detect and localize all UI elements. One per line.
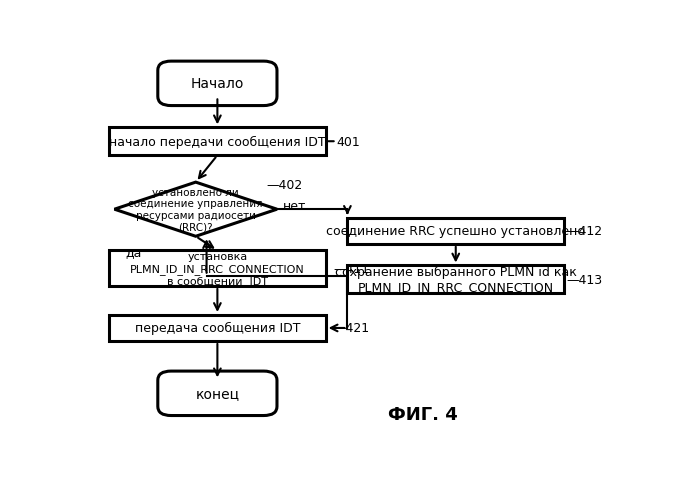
Text: —402: —402 (266, 178, 303, 191)
FancyBboxPatch shape (158, 371, 277, 416)
Text: установка
PLMN_ID_IN_RRC_CONNECTION
в сообщении  IDT: установка PLMN_ID_IN_RRC_CONNECTION в со… (130, 252, 305, 286)
Text: —413: —413 (567, 273, 603, 287)
Text: ФИГ. 4: ФИГ. 4 (389, 405, 458, 423)
Bar (109, 315, 326, 341)
Text: установлено ли
соединение управления
ресурсами радиосети
(RRC)?: установлено ли соединение управления рес… (129, 187, 263, 232)
Bar (347, 266, 564, 294)
Text: —412: —412 (567, 225, 603, 238)
Text: да: да (125, 245, 142, 258)
Bar (109, 128, 326, 156)
Text: сохранение выбранного PLMN id как
PLMN_ID_IN_RRC_CONNECTION: сохранение выбранного PLMN id как PLMN_I… (335, 266, 577, 294)
Polygon shape (115, 183, 277, 237)
Text: Начало: Начало (191, 77, 244, 91)
Text: —421: —421 (334, 322, 370, 335)
Bar (347, 218, 564, 244)
Text: конец: конец (196, 387, 239, 400)
Text: 401: 401 (337, 136, 360, 149)
Text: передача сообщения IDT: передача сообщения IDT (135, 322, 300, 335)
FancyBboxPatch shape (158, 62, 277, 106)
Text: —411: —411 (334, 262, 370, 275)
Bar (109, 251, 326, 287)
Text: нет: нет (282, 199, 305, 212)
Text: соединение RRC успешно установлено: соединение RRC успешно установлено (326, 225, 585, 238)
Text: начало передачи сообщения IDT: начало передачи сообщения IDT (109, 136, 326, 149)
